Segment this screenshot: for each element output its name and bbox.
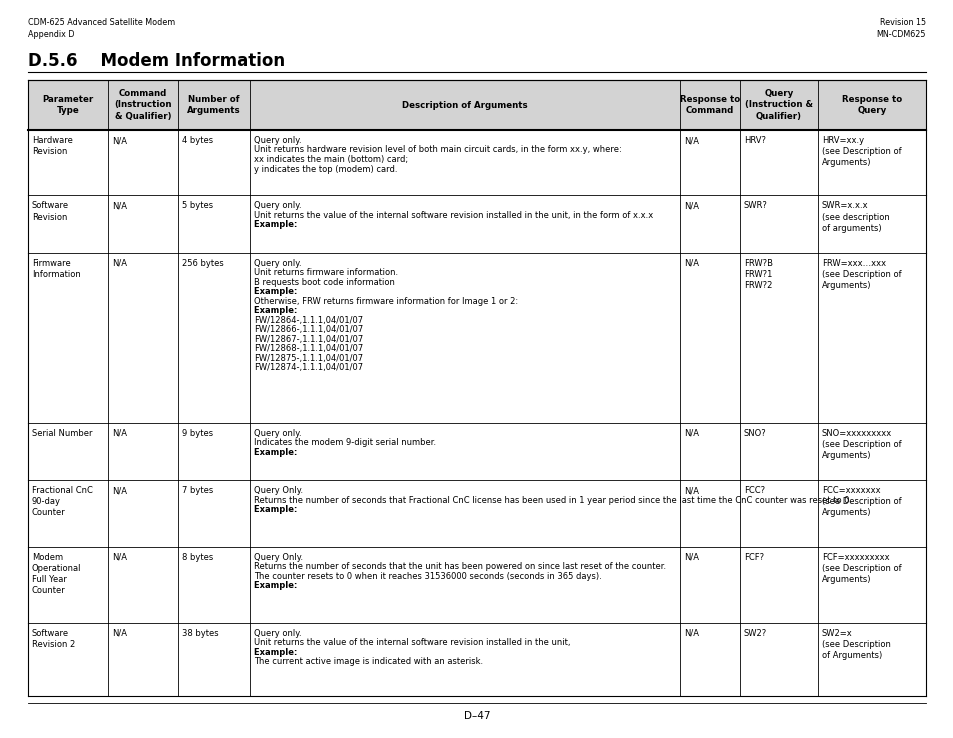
Bar [28,480,925,547]
Text: Example:: Example: [253,506,300,514]
Text: Parameter
Type: Parameter Type [42,95,93,115]
Text: The counter resets to 0 when it reaches 31536000 seconds (seconds in 365 days).: The counter resets to 0 when it reaches … [253,572,601,581]
Text: FCF?: FCF? [743,553,763,562]
Text: 256 bytes: 256 bytes [182,259,224,268]
Text: N/A: N/A [683,553,699,562]
Text: 38 bytes: 38 bytes [182,629,218,638]
Text: SWR?: SWR? [743,201,767,210]
Text: N/A: N/A [112,429,127,438]
Text: The current active image is indicated with an asterisk.: The current active image is indicated wi… [253,657,482,666]
Text: Example:: Example: [253,306,300,315]
Text: N/A: N/A [112,136,127,145]
Bar [28,80,925,130]
Text: Example:: Example: [253,582,300,590]
Text: FCC=xxxxxxx
(see Description of
Arguments): FCC=xxxxxxx (see Description of Argument… [821,486,901,517]
Bar [28,130,925,196]
Text: FRW=xxx…xxx
(see Description of
Arguments): FRW=xxx…xxx (see Description of Argument… [821,259,901,290]
Text: SNO=xxxxxxxxx
(see Description of
Arguments): SNO=xxxxxxxxx (see Description of Argume… [821,429,901,460]
Text: Modem
Operational
Full Year
Counter: Modem Operational Full Year Counter [32,553,81,595]
Text: Example:: Example: [253,221,300,230]
Text: N/A: N/A [112,486,127,495]
Text: Unit returns hardware revision level of both main circuit cards, in the form xx.: Unit returns hardware revision level of … [253,145,621,154]
Text: Command
(Instruction
& Qualifier): Command (Instruction & Qualifier) [114,89,172,120]
Text: Unit returns firmware information.: Unit returns firmware information. [253,269,397,277]
Text: N/A: N/A [683,486,699,495]
Text: N/A: N/A [112,553,127,562]
Bar [28,547,925,623]
Text: Software
Revision: Software Revision [32,201,69,221]
Text: Appendix D: Appendix D [28,30,74,39]
Text: SNO?: SNO? [743,429,766,438]
Bar [28,423,925,480]
Text: Query Only.: Query Only. [253,553,303,562]
Text: CDM-625 Advanced Satellite Modem: CDM-625 Advanced Satellite Modem [28,18,175,27]
Text: FRW?B
FRW?1
FRW?2: FRW?B FRW?1 FRW?2 [743,259,772,290]
Text: N/A: N/A [683,201,699,210]
Text: B requests boot code information: B requests boot code information [253,277,395,287]
Text: xx indicates the main (bottom) card;: xx indicates the main (bottom) card; [253,155,408,164]
Text: FCC?: FCC? [743,486,764,495]
Text: SW2?: SW2? [743,629,766,638]
Text: Query only.: Query only. [253,429,301,438]
Text: FW/12875-,1.1.1,04/01/07: FW/12875-,1.1.1,04/01/07 [253,354,363,363]
Text: SW2=x
(see Description
of Arguments): SW2=x (see Description of Arguments) [821,629,890,660]
Text: D.5.6    Modem Information: D.5.6 Modem Information [28,52,285,70]
Text: Example:: Example: [253,647,300,657]
Text: Query only.: Query only. [253,259,301,268]
Text: Serial Number: Serial Number [32,429,92,438]
Text: 5 bytes: 5 bytes [182,201,213,210]
Text: 7 bytes: 7 bytes [182,486,213,495]
Text: N/A: N/A [112,201,127,210]
Text: Response to
Command: Response to Command [679,95,740,115]
Bar [28,253,925,423]
Text: D–47: D–47 [463,711,490,721]
Text: FW/12868-,1.1.1,04/01/07: FW/12868-,1.1.1,04/01/07 [253,345,363,354]
Text: Fractional CnC
90-day
Counter: Fractional CnC 90-day Counter [32,486,92,517]
Text: Indicates the modem 9-digit serial number.: Indicates the modem 9-digit serial numbe… [253,438,436,447]
Text: N/A: N/A [683,259,699,268]
Text: y indicates the top (modem) card.: y indicates the top (modem) card. [253,165,397,173]
Text: Query only.: Query only. [253,201,301,210]
Bar [28,623,925,696]
Text: N/A: N/A [683,136,699,145]
Text: Software
Revision 2: Software Revision 2 [32,629,75,649]
Text: HRV?: HRV? [743,136,765,145]
Text: Unit returns the value of the internal software revision installed in the unit, : Unit returns the value of the internal s… [253,211,653,220]
Text: Example:: Example: [253,448,300,457]
Text: Description of Arguments: Description of Arguments [402,100,527,109]
Text: Query
(Instruction &
Qualifier): Query (Instruction & Qualifier) [744,89,812,120]
Text: N/A: N/A [683,629,699,638]
Bar [28,196,925,253]
Text: N/A: N/A [112,259,127,268]
Text: FCF=xxxxxxxxx
(see Description of
Arguments): FCF=xxxxxxxxx (see Description of Argume… [821,553,901,584]
Text: Returns the number of seconds that Fractional CnC license has been used in 1 yea: Returns the number of seconds that Fract… [253,496,851,505]
Text: SWR=x.x.x
(see description
of arguments): SWR=x.x.x (see description of arguments) [821,201,889,232]
Text: MN-CDM625: MN-CDM625 [876,30,925,39]
Text: FW/12867-,1.1.1,04/01/07: FW/12867-,1.1.1,04/01/07 [253,335,363,344]
Text: Returns the number of seconds that the unit has been powered on since last reset: Returns the number of seconds that the u… [253,562,665,571]
Text: Response to
Query: Response to Query [841,95,902,115]
Text: 9 bytes: 9 bytes [182,429,213,438]
Text: Firmware
Information: Firmware Information [32,259,81,279]
Text: Example:: Example: [253,287,300,297]
Text: N/A: N/A [683,429,699,438]
Text: Hardware
Revision: Hardware Revision [32,136,72,156]
Text: Query only.: Query only. [253,136,301,145]
Text: 8 bytes: 8 bytes [182,553,213,562]
Text: Query Only.: Query Only. [253,486,303,495]
Text: Unit returns the value of the internal software revision installed in the unit,: Unit returns the value of the internal s… [253,638,570,647]
Text: Number of
Arguments: Number of Arguments [187,95,240,115]
Text: FW/12864-,1.1.1,04/01/07: FW/12864-,1.1.1,04/01/07 [253,316,363,325]
Text: Query only.: Query only. [253,629,301,638]
Text: Revision 15: Revision 15 [879,18,925,27]
Text: 4 bytes: 4 bytes [182,136,213,145]
Text: Otherwise, FRW returns firmware information for Image 1 or 2:: Otherwise, FRW returns firmware informat… [253,297,517,306]
Text: N/A: N/A [112,629,127,638]
Text: FW/12866-,1.1.1,04/01/07: FW/12866-,1.1.1,04/01/07 [253,325,363,334]
Text: HRV=xx.y
(see Description of
Arguments): HRV=xx.y (see Description of Arguments) [821,136,901,168]
Text: FW/12874-,1.1.1,04/01/07: FW/12874-,1.1.1,04/01/07 [253,363,363,373]
